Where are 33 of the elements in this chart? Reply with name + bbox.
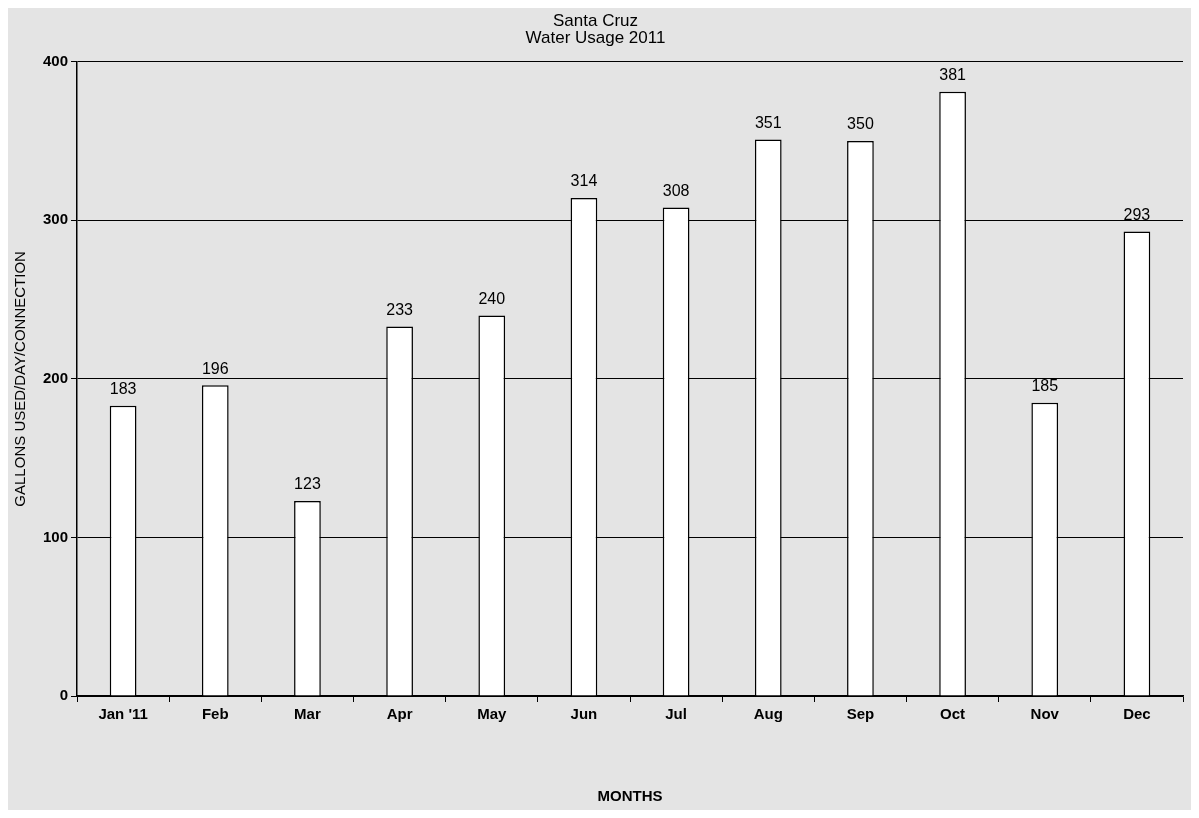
data-label: 293 <box>1123 205 1151 223</box>
x-tick-label: Aug <box>753 705 783 723</box>
x-tick-label: Nov <box>1030 705 1060 723</box>
x-tick-label: Sep <box>846 705 875 723</box>
x-tick-label: Jun <box>570 705 598 723</box>
x-tick-label: Oct <box>940 705 966 723</box>
y-axis-title: GALLONS USED/DAY/CONNECTION <box>11 251 29 507</box>
y-tick-label: 400 <box>43 51 69 69</box>
x-tick-label: May <box>477 705 508 723</box>
data-label: 308 <box>662 182 690 199</box>
data-label: 351 <box>754 113 782 131</box>
data-label: 314 <box>570 172 598 190</box>
y-tick-label: 300 <box>43 210 69 228</box>
data-label: 381 <box>939 66 967 84</box>
data-label: 240 <box>478 289 506 307</box>
x-tick-label: Jul <box>665 705 687 723</box>
chart-title: Santa Cruz <box>552 10 639 30</box>
x-tick-label: Apr <box>386 705 413 723</box>
data-label: 185 <box>1031 377 1059 395</box>
chart-subtitle: Water Usage 2011 <box>525 28 666 48</box>
data-label: 350 <box>847 115 874 133</box>
y-tick-label: 200 <box>43 368 69 386</box>
x-tick-label: Jan '11 <box>98 705 148 723</box>
data-label: 196 <box>201 359 229 377</box>
data-label: 183 <box>109 380 137 398</box>
x-tick-label: Feb <box>201 705 229 723</box>
y-tick-label: 0 <box>59 686 69 704</box>
x-axis-title: MONTHS <box>597 787 663 805</box>
x-tick-label: Mar <box>294 705 321 723</box>
x-tick-label: Dec <box>1123 705 1151 723</box>
y-tick-label: 100 <box>43 527 69 545</box>
data-label: 233 <box>386 300 414 318</box>
data-label: 123 <box>294 475 321 493</box>
